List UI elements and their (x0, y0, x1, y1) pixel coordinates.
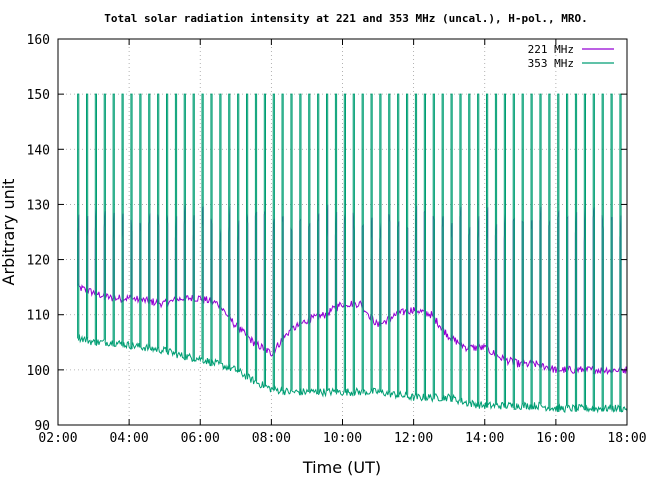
x-tick-label: 02:00 (38, 431, 77, 446)
x-tick-label: 16:00 (536, 431, 575, 446)
x-tick-label: 10:00 (323, 431, 362, 446)
y-tick-label: 100 (27, 364, 50, 379)
y-tick-label: 140 (27, 143, 50, 158)
ticks: 90 100 110 120 130 140 150 160 02:00 04:00 06:00 08… (27, 33, 647, 446)
y-tick-label: 110 (27, 309, 50, 324)
legend-label: 221 MHz (528, 43, 574, 56)
grid (58, 39, 627, 425)
series-layer (77, 93, 628, 414)
x-tick-label: 06:00 (181, 431, 220, 446)
y-tick-label: 130 (27, 198, 50, 213)
y-tick-label: 90 (34, 419, 50, 434)
x-axis-label: Time (UT) (302, 458, 381, 477)
legend-label: 353 MHz (528, 57, 574, 70)
y-tick-label: 160 (27, 33, 50, 48)
y-tick-label: 120 (27, 254, 50, 269)
x-tick-label: 12:00 (394, 431, 433, 446)
series-line-221-mhz (77, 204, 628, 375)
x-tick-label: 04:00 (110, 431, 149, 446)
series-line-353-mhz (77, 93, 628, 414)
y-tick-label: 150 (27, 88, 50, 103)
y-axis-label: Arbitrary unit (0, 179, 18, 286)
x-tick-label: 08:00 (252, 431, 291, 446)
chart-title: Total solar radiation intensity at 221 a… (104, 12, 587, 25)
x-tick-label: 14:00 (465, 431, 504, 446)
x-tick-label: 18:00 (607, 431, 646, 446)
